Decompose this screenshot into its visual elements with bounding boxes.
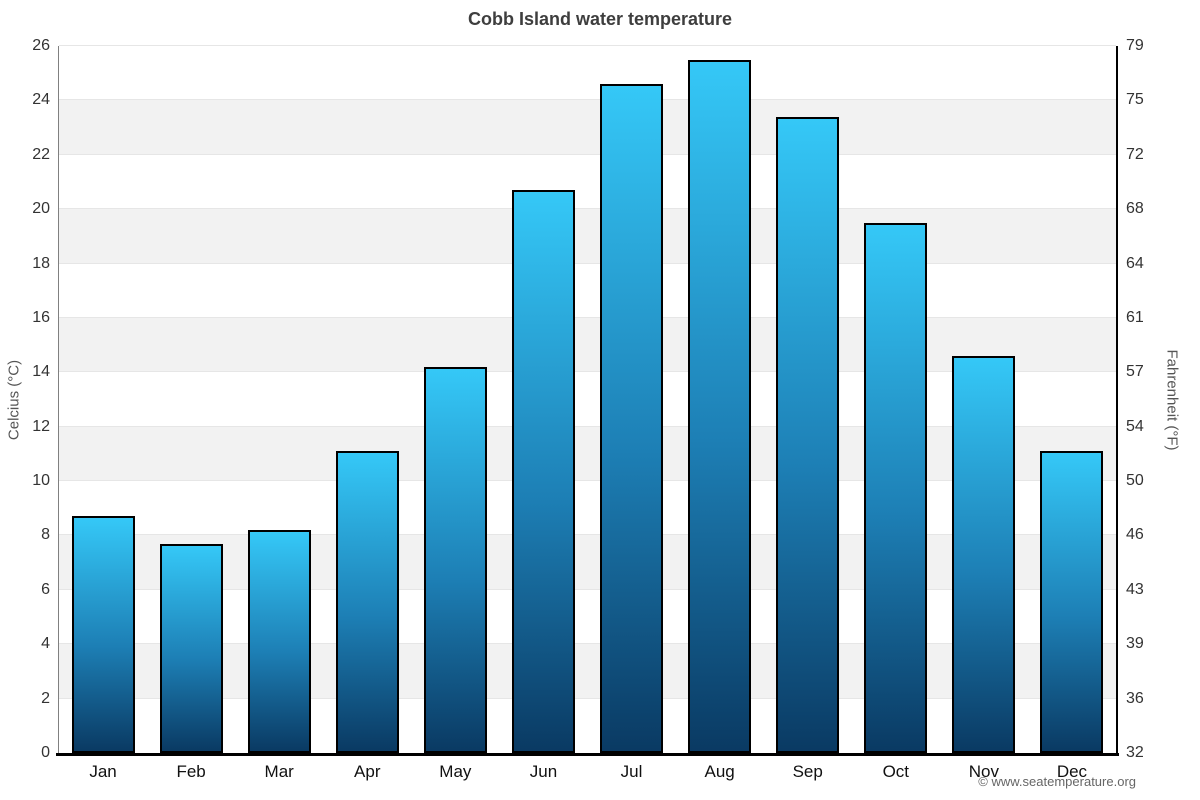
celsius-tick: 4 — [41, 635, 50, 653]
gridline — [59, 643, 1116, 645]
celsius-tick: 0 — [41, 744, 50, 761]
fahrenheit-tick: 43 — [1126, 580, 1144, 598]
fahrenheit-axis-title: Fahrenheit (°F) — [1163, 349, 1181, 451]
plot-band — [59, 46, 1116, 100]
bar-jul — [600, 84, 664, 753]
gridline — [59, 45, 1116, 46]
celsius-tick: 26 — [32, 37, 50, 54]
fahrenheit-tick: 32 — [1126, 744, 1144, 761]
fahrenheit-tick: 46 — [1126, 526, 1144, 544]
month-label-may: May — [439, 762, 472, 781]
plot-band — [59, 155, 1116, 209]
plot-band — [59, 426, 1116, 482]
bar-feb — [159, 544, 223, 753]
celsius-tick: 16 — [32, 308, 50, 326]
celsius-tick: 2 — [41, 689, 50, 707]
gridline — [59, 262, 1116, 264]
gridline — [59, 425, 1116, 427]
month-label-jun: Jun — [529, 762, 558, 781]
celsius-tick: 22 — [32, 145, 50, 163]
fahrenheit-tick: 54 — [1126, 417, 1144, 435]
fahrenheit-tick: 75 — [1126, 91, 1144, 109]
plot-band — [59, 535, 1116, 590]
bar-sep — [776, 117, 840, 753]
x-axis-line — [56, 753, 1119, 756]
celsius-tick: 20 — [32, 200, 50, 218]
fahrenheit-tick: 36 — [1126, 689, 1144, 707]
celsius-tick: 14 — [32, 363, 50, 381]
month-label-feb: Feb — [176, 762, 206, 781]
month-label-apr: Apr — [354, 762, 381, 781]
bar-apr — [335, 451, 399, 753]
gridline — [59, 371, 1116, 373]
month-label-jan: Jan — [89, 762, 117, 781]
attribution-text: © www.seatemperature.org — [978, 774, 1136, 789]
gridline — [59, 480, 1116, 482]
celsius-axis-title: Celcius (°C) — [5, 359, 23, 441]
fahrenheit-tick: 50 — [1126, 472, 1144, 490]
fahrenheit-tick: 79 — [1126, 37, 1144, 54]
bar-jan — [71, 516, 135, 753]
gridline — [59, 697, 1116, 699]
month-label-dec: Dec — [1056, 762, 1088, 781]
celsius-tick: 24 — [32, 91, 50, 109]
month-label-mar: Mar — [264, 762, 294, 781]
bar-dec — [1040, 451, 1104, 753]
fahrenheit-tick: 61 — [1126, 308, 1144, 326]
bar-jun — [511, 190, 575, 753]
celsius-tick: 8 — [41, 526, 50, 544]
fahrenheit-tick: 64 — [1126, 254, 1144, 272]
celsius-tick: 6 — [41, 580, 50, 598]
right-y-axis-line — [1116, 46, 1118, 753]
plot-band — [59, 100, 1116, 155]
plot-band — [59, 209, 1116, 264]
month-label-nov: Nov — [968, 762, 999, 781]
plot-band — [59, 264, 1116, 318]
plot-band — [59, 644, 1116, 699]
month-label-oct: Oct — [882, 762, 910, 781]
month-label-sep: Sep — [792, 762, 823, 781]
plot-area — [59, 45, 1116, 753]
gridline — [59, 316, 1116, 318]
bar-may — [423, 367, 487, 753]
bar-aug — [688, 60, 752, 753]
plot-band — [59, 317, 1116, 373]
month-label-aug: Aug — [704, 762, 735, 781]
chart-title: Cobb Island water temperature — [467, 9, 733, 29]
gridline — [59, 534, 1116, 536]
gridline — [59, 208, 1116, 210]
gridline — [59, 99, 1116, 101]
bar-oct — [864, 223, 928, 753]
fahrenheit-tick: 72 — [1126, 145, 1144, 163]
gridline — [59, 153, 1116, 155]
celsius-tick: 12 — [32, 417, 50, 435]
bar-mar — [247, 530, 311, 753]
fahrenheit-tick: 39 — [1126, 635, 1144, 653]
fahrenheit-tick: 68 — [1126, 200, 1144, 218]
bar-nov — [952, 356, 1016, 753]
fahrenheit-tick: 57 — [1126, 363, 1144, 381]
celsius-tick: 10 — [32, 472, 50, 490]
celsius-tick: 18 — [32, 254, 50, 272]
left-y-axis-line — [58, 46, 59, 753]
gridline — [59, 588, 1116, 590]
month-label-jul: Jul — [620, 762, 643, 781]
